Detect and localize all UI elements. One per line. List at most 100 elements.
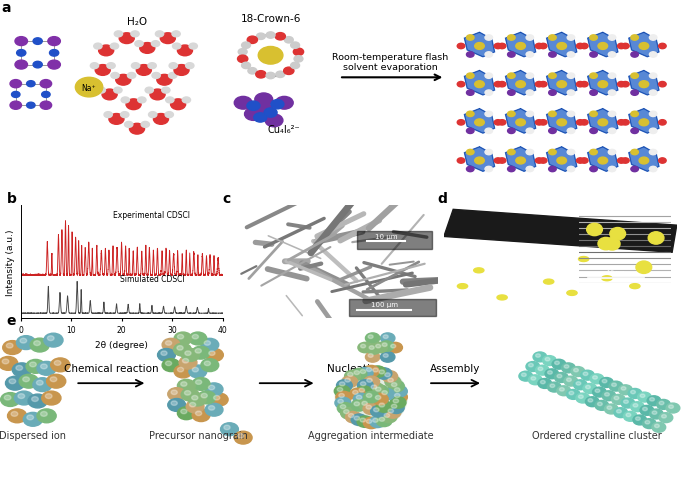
Text: 100 μm: 100 μm: [371, 302, 397, 308]
Circle shape: [18, 394, 25, 399]
Circle shape: [639, 158, 649, 165]
Circle shape: [608, 74, 616, 79]
Text: Precursor nanograin: Precursor nanograin: [149, 430, 248, 440]
Circle shape: [104, 112, 112, 118]
Circle shape: [168, 399, 186, 411]
Circle shape: [48, 61, 60, 70]
Circle shape: [238, 56, 248, 63]
Circle shape: [538, 367, 543, 371]
Circle shape: [110, 44, 119, 50]
Circle shape: [581, 82, 588, 88]
Circle shape: [567, 167, 575, 172]
Circle shape: [177, 335, 184, 339]
Circle shape: [351, 369, 367, 380]
Circle shape: [485, 112, 493, 117]
Circle shape: [182, 349, 199, 362]
Circle shape: [186, 400, 204, 413]
Circle shape: [538, 379, 551, 389]
Circle shape: [181, 382, 187, 386]
Circle shape: [206, 383, 223, 396]
Circle shape: [536, 354, 540, 358]
Circle shape: [602, 276, 612, 281]
Circle shape: [111, 73, 119, 79]
Circle shape: [366, 394, 372, 398]
Circle shape: [339, 394, 345, 398]
Circle shape: [210, 393, 228, 406]
Circle shape: [619, 385, 632, 395]
Circle shape: [174, 66, 189, 76]
Circle shape: [242, 63, 251, 70]
Circle shape: [338, 399, 343, 403]
Circle shape: [201, 359, 219, 372]
Circle shape: [381, 411, 397, 423]
Text: e: e: [7, 313, 16, 327]
Circle shape: [373, 385, 388, 397]
Circle shape: [42, 391, 61, 405]
Circle shape: [485, 129, 493, 134]
Circle shape: [499, 120, 506, 126]
Circle shape: [366, 333, 379, 344]
Circle shape: [608, 36, 616, 41]
Circle shape: [633, 415, 647, 425]
Circle shape: [466, 150, 474, 155]
Circle shape: [48, 38, 60, 47]
Circle shape: [27, 415, 34, 420]
Circle shape: [586, 224, 602, 236]
Circle shape: [383, 335, 388, 339]
Circle shape: [588, 399, 593, 402]
Circle shape: [649, 150, 657, 155]
Circle shape: [643, 407, 647, 411]
Circle shape: [649, 112, 657, 117]
Circle shape: [368, 354, 373, 358]
Circle shape: [206, 403, 223, 416]
Circle shape: [166, 98, 174, 104]
Circle shape: [531, 377, 536, 380]
Circle shape: [380, 352, 395, 362]
Circle shape: [162, 88, 170, 94]
Circle shape: [485, 36, 493, 41]
Circle shape: [26, 360, 45, 374]
Circle shape: [114, 32, 123, 38]
Circle shape: [658, 82, 666, 88]
Circle shape: [371, 385, 377, 389]
Circle shape: [366, 419, 372, 423]
Circle shape: [206, 349, 223, 362]
Circle shape: [631, 112, 638, 117]
Circle shape: [135, 42, 143, 48]
Circle shape: [466, 91, 474, 96]
Circle shape: [604, 404, 618, 414]
Circle shape: [388, 378, 393, 382]
Circle shape: [366, 344, 381, 355]
Polygon shape: [629, 71, 659, 96]
Circle shape: [208, 385, 214, 390]
Circle shape: [586, 386, 590, 389]
Circle shape: [633, 404, 638, 407]
Circle shape: [466, 36, 474, 41]
Circle shape: [373, 343, 388, 353]
Circle shape: [16, 336, 36, 350]
Circle shape: [508, 53, 515, 58]
Circle shape: [608, 112, 616, 117]
Circle shape: [347, 373, 353, 377]
Circle shape: [340, 408, 356, 419]
Circle shape: [547, 371, 552, 374]
Circle shape: [485, 150, 493, 155]
Circle shape: [129, 124, 145, 135]
Circle shape: [466, 129, 474, 134]
Circle shape: [608, 53, 616, 58]
Circle shape: [171, 100, 186, 110]
Circle shape: [373, 394, 388, 405]
Circle shape: [485, 167, 493, 172]
Circle shape: [192, 335, 199, 339]
Circle shape: [37, 409, 56, 423]
Circle shape: [275, 34, 286, 41]
Circle shape: [45, 394, 52, 399]
Circle shape: [116, 75, 131, 86]
Circle shape: [195, 380, 201, 385]
Text: b: b: [7, 192, 16, 206]
Circle shape: [376, 368, 392, 379]
Polygon shape: [464, 71, 495, 96]
Circle shape: [198, 391, 216, 404]
Circle shape: [557, 44, 566, 50]
Circle shape: [535, 158, 543, 164]
